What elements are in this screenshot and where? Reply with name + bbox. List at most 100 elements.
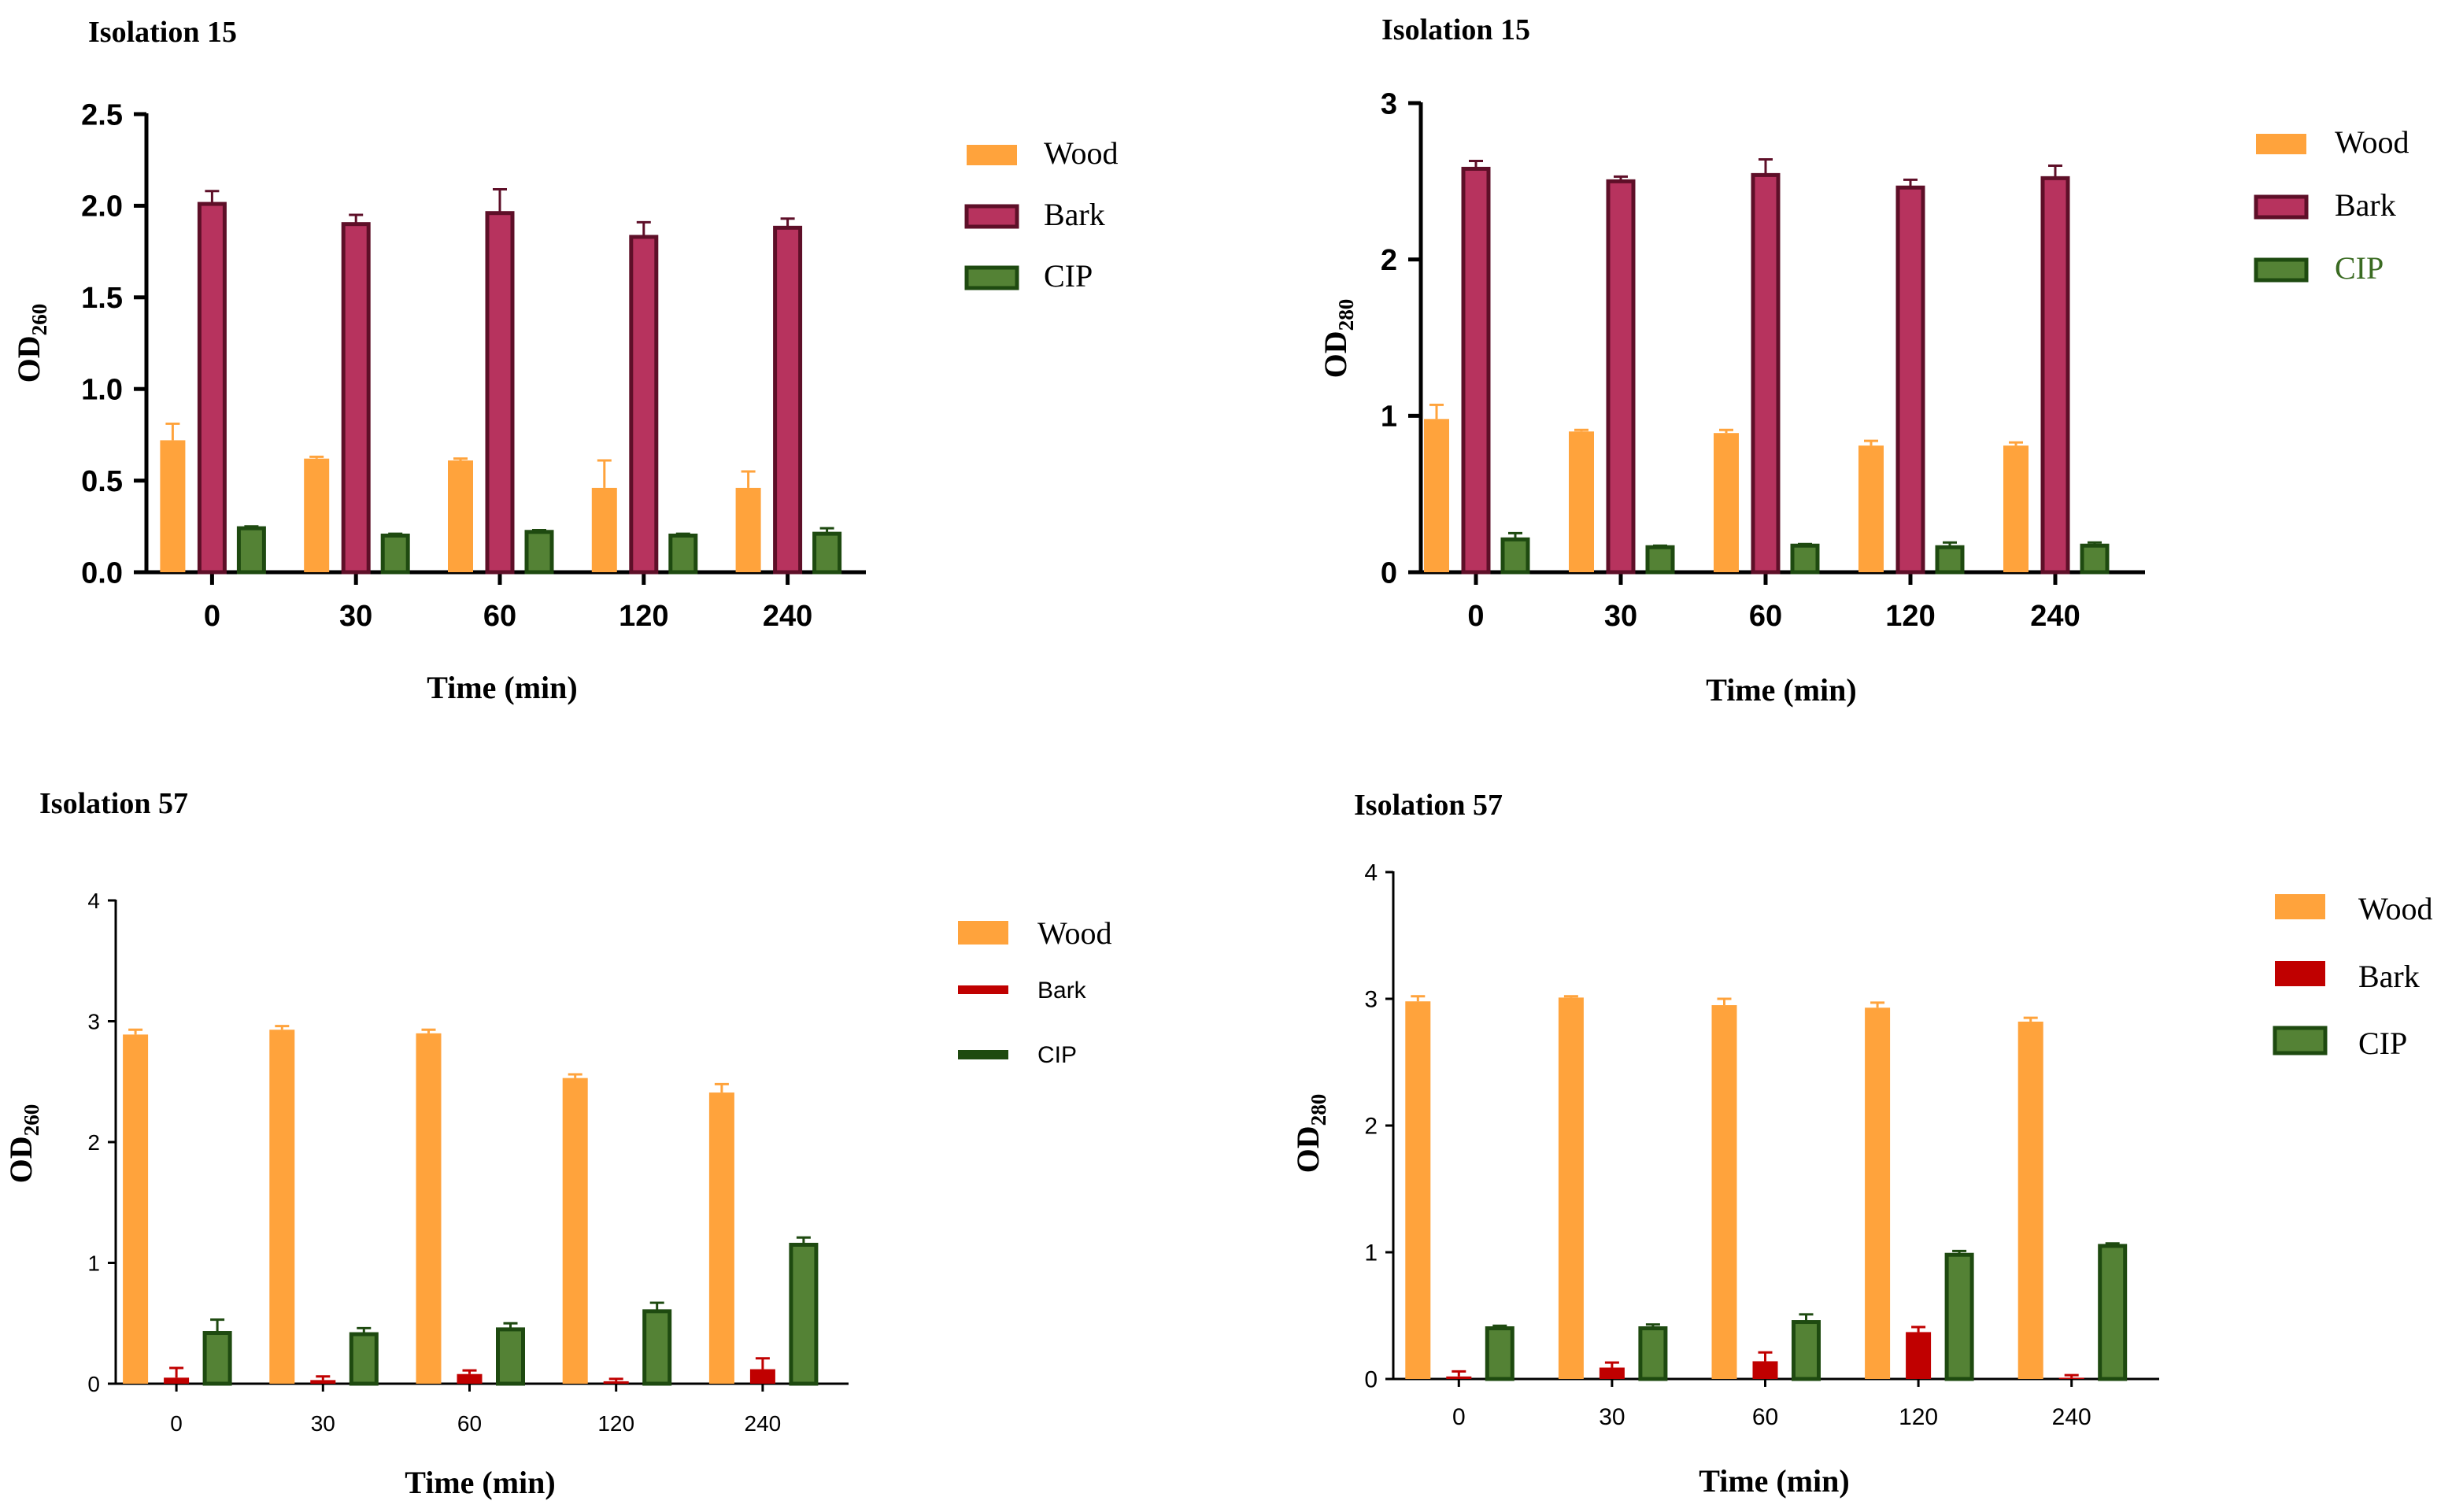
- bar-wood: [1569, 431, 1594, 572]
- x-tick-label: 30: [1604, 600, 1637, 633]
- y-tick-label: 3: [1381, 87, 1397, 120]
- legend-swatch-wood: [967, 145, 1017, 165]
- bar-bark: [603, 1381, 629, 1384]
- bar-bark: [197, 201, 227, 575]
- x-tick-label: 240: [745, 1411, 782, 1436]
- bar-cip: [524, 530, 554, 575]
- x-tick-label: 30: [339, 600, 372, 633]
- bar-bark: [1906, 1332, 1932, 1379]
- bar-bark: [749, 1369, 775, 1384]
- x-tick-label: 240: [2030, 600, 2080, 633]
- bar-bark: [1599, 1367, 1625, 1379]
- y-tick-label: 2: [1381, 244, 1397, 277]
- bar-wood: [123, 1034, 149, 1384]
- y-axis-label: OD260: [3, 1104, 43, 1184]
- x-tick-label: 60: [1752, 1404, 1778, 1430]
- x-axis-label: Time (min): [405, 1465, 555, 1500]
- bar-wood: [2017, 1021, 2043, 1379]
- x-axis-label: Time (min): [427, 670, 577, 705]
- bar-bark: [1751, 172, 1781, 575]
- x-tick-label: 120: [619, 600, 668, 633]
- bar-bark: [485, 211, 515, 575]
- y-tick-label: 0: [1381, 556, 1397, 590]
- bar-bark: [1446, 1376, 1472, 1379]
- y-tick-label: 1.5: [81, 282, 123, 315]
- y-tick-label: 2.5: [81, 98, 123, 131]
- legend-swatch-bark: [964, 204, 1019, 229]
- x-tick-label: 120: [1885, 600, 1935, 633]
- bar-bark: [1752, 1361, 1778, 1379]
- bar-bark: [2040, 176, 2070, 575]
- bar-bark: [2058, 1377, 2084, 1379]
- bar-cip: [349, 1332, 379, 1386]
- bar-cip: [642, 1309, 672, 1386]
- y-axis-label-subscript: 280: [1334, 299, 1358, 331]
- legend-swatch-wood: [958, 921, 1008, 945]
- bar-bark: [310, 1380, 336, 1384]
- bar-bark: [1606, 179, 1636, 575]
- legend: Wood Bark CIP: [958, 915, 1112, 1068]
- bar-wood: [2003, 445, 2029, 572]
- chart-title: Isolation 57: [39, 787, 188, 820]
- x-tick-label: 0: [204, 600, 220, 633]
- y-axis-label-subscript: 260: [28, 304, 51, 336]
- chart-title: Isolation 57: [1354, 789, 1503, 822]
- chart-panel-4: Isolation 57 OD280 Time (min) 0 1 2 3 4 0 30 60 120…: [1290, 789, 2433, 1499]
- bar-wood: [1714, 433, 1739, 572]
- y-tick-label: 2: [87, 1130, 100, 1155]
- bar-cip: [496, 1327, 525, 1386]
- bar-cip: [789, 1242, 819, 1386]
- bar-wood: [735, 487, 761, 572]
- y-axis-label: OD260: [11, 304, 51, 383]
- legend-swatch-bark: [2275, 961, 2325, 986]
- bar-wood: [591, 487, 617, 572]
- legend: Wood Bark CIP: [2273, 891, 2433, 1061]
- y-axis-label-main: OD: [3, 1136, 39, 1183]
- y-tick-label: 1: [1381, 401, 1397, 434]
- x-tick-label: 60: [483, 600, 516, 633]
- y-tick-label: 2.0: [81, 190, 123, 224]
- bar-bark: [457, 1373, 483, 1384]
- chart-panel-1: Isolation 15 OD260 Time (min) 0.0 0.5 1.0 1.5 2…: [11, 16, 1119, 705]
- legend-label-bark: Bark: [2335, 187, 2396, 223]
- x-tick-label: 60: [457, 1411, 482, 1436]
- legend-swatch-bark: [958, 985, 1008, 994]
- legend-label-wood: Wood: [2358, 891, 2433, 926]
- bar-cip: [2080, 543, 2110, 575]
- bar-wood: [1858, 445, 1884, 572]
- y-tick-label: 2: [1364, 1114, 1378, 1140]
- bar-bark: [341, 222, 371, 575]
- legend-label-cip: CIP: [1037, 1042, 1077, 1068]
- y-axis-label: OD280: [1290, 1094, 1330, 1174]
- legend-label-wood: Wood: [2335, 124, 2409, 160]
- y-axis-label-subscript: 280: [1307, 1094, 1330, 1126]
- legend-swatch-cip: [964, 265, 1019, 290]
- y-tick-label: 1.0: [81, 374, 123, 407]
- y-axis-label-main: OD: [1290, 1126, 1326, 1173]
- y-tick-label: 0.5: [81, 465, 123, 498]
- bar-wood: [1558, 997, 1584, 1379]
- legend-label-wood: Wood: [1044, 135, 1119, 171]
- bar-bark: [773, 225, 803, 575]
- bar-wood: [269, 1030, 295, 1384]
- y-tick-label: 0: [1364, 1367, 1378, 1393]
- bar-bark: [164, 1377, 190, 1384]
- bar-wood: [562, 1078, 588, 1384]
- bar-wood: [1405, 1001, 1431, 1379]
- bar-cip: [2098, 1244, 2128, 1381]
- legend-swatch-cip: [2273, 1026, 2328, 1055]
- legend: Wood Bark CIP: [2254, 124, 2409, 286]
- legend-swatch-cip: [2254, 257, 2309, 283]
- x-tick-label: 0: [1467, 600, 1484, 633]
- bar-cip: [1790, 543, 1820, 575]
- legend-swatch-bark: [2254, 194, 2309, 220]
- bar-cip: [1500, 537, 1530, 575]
- chart-title: Isolation 15: [88, 16, 237, 49]
- bar-cip: [1638, 1326, 1668, 1381]
- x-tick-label: 120: [1899, 1404, 1938, 1430]
- x-axis-label: Time (min): [1699, 1463, 1849, 1499]
- bar-cip: [1944, 1252, 1974, 1381]
- bar-wood: [304, 458, 330, 572]
